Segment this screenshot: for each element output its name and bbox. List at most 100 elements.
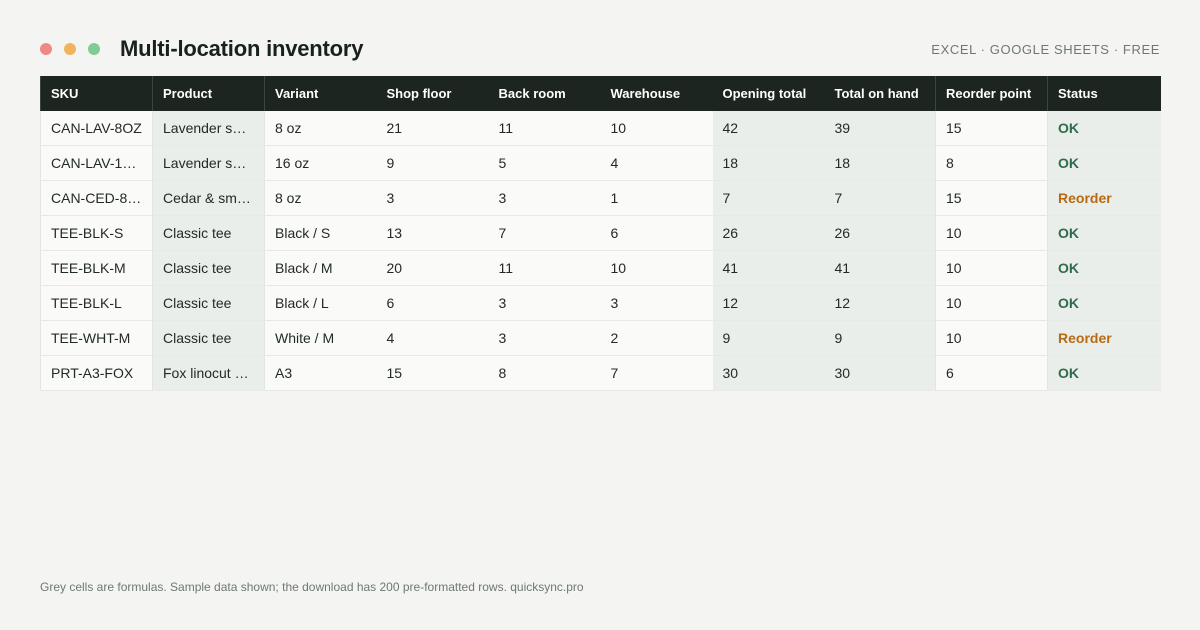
- cell-total-on-hand[interactable]: 41: [824, 250, 936, 286]
- cell-product[interactable]: Classic tee: [152, 320, 265, 356]
- cell-sku[interactable]: TEE-BLK-S: [40, 215, 153, 251]
- cell-total-on-hand[interactable]: 39: [824, 111, 936, 146]
- cell-shop-floor[interactable]: 3: [376, 180, 489, 216]
- cell-total-on-hand[interactable]: 12: [824, 285, 936, 321]
- cell-status[interactable]: Reorder: [1047, 180, 1161, 216]
- cell-back-room[interactable]: 5: [488, 145, 601, 181]
- cell-warehouse[interactable]: 7: [600, 355, 713, 391]
- cell-variant[interactable]: 8 oz: [264, 111, 377, 146]
- cell-product[interactable]: Classic tee: [152, 215, 265, 251]
- cell-shop-floor[interactable]: 4: [376, 320, 489, 356]
- table-row: TEE-BLK-S Classic tee Black / S 13 7 6 26 26 10 O…: [40, 215, 1161, 251]
- cell-product[interactable]: Classic tee: [152, 285, 265, 321]
- cell-total-on-hand[interactable]: 18: [824, 145, 936, 181]
- cell-sku[interactable]: CAN-LAV-1…: [40, 145, 153, 181]
- cell-warehouse[interactable]: 10: [600, 250, 713, 286]
- cell-back-room[interactable]: 11: [488, 111, 601, 146]
- cell-shop-floor[interactable]: 13: [376, 215, 489, 251]
- cell-reorder-point[interactable]: 8: [935, 145, 1048, 181]
- column-header-variant[interactable]: Variant: [264, 76, 377, 111]
- table-row: PRT-A3-FOX Fox linocut … A3 15 8 7 30 30 6 OK: [40, 355, 1161, 391]
- cell-sku[interactable]: CAN-CED-8…: [40, 180, 153, 216]
- cell-opening-total[interactable]: 30: [712, 355, 825, 391]
- cell-reorder-point[interactable]: 10: [935, 215, 1048, 251]
- cell-warehouse[interactable]: 2: [600, 320, 713, 356]
- table-header-row: SKU Product Variant Shop floor Back room…: [40, 76, 1161, 111]
- cell-variant[interactable]: 16 oz: [264, 145, 377, 181]
- cell-product[interactable]: Fox linocut …: [152, 355, 265, 391]
- cell-warehouse[interactable]: 3: [600, 285, 713, 321]
- cell-variant[interactable]: A3: [264, 355, 377, 391]
- cell-opening-total[interactable]: 26: [712, 215, 825, 251]
- cell-back-room[interactable]: 7: [488, 215, 601, 251]
- column-header-warehouse[interactable]: Warehouse: [600, 76, 713, 111]
- cell-warehouse[interactable]: 6: [600, 215, 713, 251]
- cell-status[interactable]: OK: [1047, 215, 1161, 251]
- cell-opening-total[interactable]: 42: [712, 111, 825, 146]
- cell-back-room[interactable]: 8: [488, 355, 601, 391]
- cell-status[interactable]: OK: [1047, 111, 1161, 146]
- column-header-shop-floor[interactable]: Shop floor: [376, 76, 489, 111]
- cell-shop-floor[interactable]: 21: [376, 111, 489, 146]
- cell-back-room[interactable]: 11: [488, 250, 601, 286]
- cell-opening-total[interactable]: 7: [712, 180, 825, 216]
- column-header-product[interactable]: Product: [152, 76, 265, 111]
- cell-reorder-point[interactable]: 10: [935, 320, 1048, 356]
- cell-variant[interactable]: 8 oz: [264, 180, 377, 216]
- cell-sku[interactable]: TEE-BLK-M: [40, 250, 153, 286]
- cell-opening-total[interactable]: 41: [712, 250, 825, 286]
- window-controls: [40, 43, 100, 55]
- cell-back-room[interactable]: 3: [488, 320, 601, 356]
- cell-product[interactable]: Lavender so…: [152, 111, 265, 146]
- cell-total-on-hand[interactable]: 9: [824, 320, 936, 356]
- column-header-total-on-hand[interactable]: Total on hand: [824, 76, 936, 111]
- page-title: Multi-location inventory: [120, 36, 364, 61]
- cell-warehouse[interactable]: 4: [600, 145, 713, 181]
- minimize-dot-icon[interactable]: [64, 43, 76, 55]
- column-header-reorder-point[interactable]: Reorder point: [935, 76, 1048, 111]
- cell-sku[interactable]: TEE-WHT-M: [40, 320, 153, 356]
- column-header-sku[interactable]: SKU: [40, 76, 153, 111]
- cell-opening-total[interactable]: 18: [712, 145, 825, 181]
- column-header-opening-total[interactable]: Opening total: [712, 76, 825, 111]
- cell-shop-floor[interactable]: 9: [376, 145, 489, 181]
- cell-sku[interactable]: TEE-BLK-L: [40, 285, 153, 321]
- cell-status[interactable]: OK: [1047, 285, 1161, 321]
- cell-total-on-hand[interactable]: 26: [824, 215, 936, 251]
- cell-shop-floor[interactable]: 15: [376, 355, 489, 391]
- cell-warehouse[interactable]: 1: [600, 180, 713, 216]
- cell-sku[interactable]: CAN-LAV-8OZ: [40, 111, 153, 146]
- cell-product[interactable]: Cedar & sm…: [152, 180, 265, 216]
- cell-variant[interactable]: Black / M: [264, 250, 377, 286]
- cell-warehouse[interactable]: 10: [600, 111, 713, 146]
- close-dot-icon[interactable]: [40, 43, 52, 55]
- cell-variant[interactable]: White / M: [264, 320, 377, 356]
- cell-status[interactable]: OK: [1047, 250, 1161, 286]
- cell-reorder-point[interactable]: 10: [935, 285, 1048, 321]
- cell-total-on-hand[interactable]: 30: [824, 355, 936, 391]
- cell-variant[interactable]: Black / S: [264, 215, 377, 251]
- cell-variant[interactable]: Black / L: [264, 285, 377, 321]
- cell-reorder-point[interactable]: 10: [935, 250, 1048, 286]
- cell-product[interactable]: Lavender so…: [152, 145, 265, 181]
- column-header-status[interactable]: Status: [1047, 76, 1161, 111]
- cell-status[interactable]: OK: [1047, 145, 1161, 181]
- cell-product[interactable]: Classic tee: [152, 250, 265, 286]
- cell-reorder-point[interactable]: 15: [935, 111, 1048, 146]
- cell-opening-total[interactable]: 12: [712, 285, 825, 321]
- cell-status[interactable]: OK: [1047, 355, 1161, 391]
- cell-back-room[interactable]: 3: [488, 180, 601, 216]
- cell-shop-floor[interactable]: 6: [376, 285, 489, 321]
- maximize-dot-icon[interactable]: [88, 43, 100, 55]
- cell-opening-total[interactable]: 9: [712, 320, 825, 356]
- cell-shop-floor[interactable]: 20: [376, 250, 489, 286]
- table-row: TEE-BLK-M Classic tee Black / M 20 11 10 41 41 1…: [40, 250, 1161, 286]
- cell-total-on-hand[interactable]: 7: [824, 180, 936, 216]
- cell-status[interactable]: Reorder: [1047, 320, 1161, 356]
- cell-reorder-point[interactable]: 15: [935, 180, 1048, 216]
- footer-note: Grey cells are formulas. Sample data sho…: [40, 580, 584, 594]
- cell-back-room[interactable]: 3: [488, 285, 601, 321]
- column-header-back-room[interactable]: Back room: [488, 76, 601, 111]
- cell-sku[interactable]: PRT-A3-FOX: [40, 355, 153, 391]
- cell-reorder-point[interactable]: 6: [935, 355, 1048, 391]
